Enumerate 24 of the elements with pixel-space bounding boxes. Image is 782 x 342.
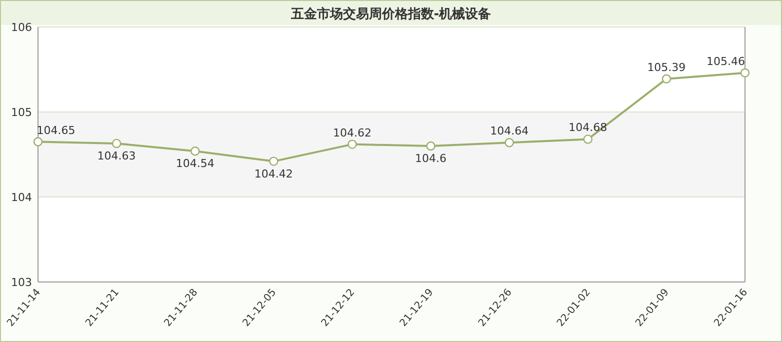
point — [190, 146, 200, 156]
y-tick-label: 105 — [11, 106, 32, 119]
data-label: 105.46 — [706, 54, 745, 68]
point — [583, 134, 592, 144]
point — [33, 137, 43, 146]
point — [348, 140, 357, 149]
point — [426, 141, 436, 151]
data-label: 104.6 — [415, 152, 447, 165]
chart-title: 五金市场交易周价格指数-机械设备 — [290, 6, 492, 22]
point — [112, 138, 122, 148]
data-label: 104.64 — [490, 124, 529, 138]
point — [269, 156, 278, 166]
point — [662, 74, 672, 84]
point — [504, 138, 514, 148]
data-label: 104.54 — [176, 157, 214, 170]
data-label: 105.39 — [647, 60, 686, 74]
y-tick-label: 106 — [11, 21, 32, 34]
data-label: 104.42 — [254, 167, 293, 180]
data-label: 104.62 — [332, 126, 372, 140]
y-tick-label: 104 — [11, 191, 32, 204]
y-tick-label: 103 — [11, 276, 32, 289]
point — [740, 68, 750, 78]
data-label: 104.65 — [36, 124, 76, 137]
data-label: 104.63 — [97, 149, 136, 162]
